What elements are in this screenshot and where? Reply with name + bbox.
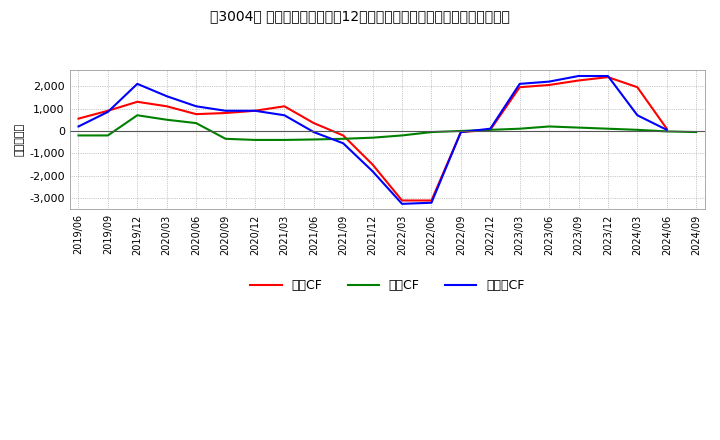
Text: ［3004］ キャッシュフローの12か月移動合計の対前年同期増減額の推移: ［3004］ キャッシュフローの12か月移動合計の対前年同期増減額の推移 bbox=[210, 9, 510, 23]
フリーCF bbox=[280, 113, 289, 118]
フリーCF bbox=[369, 169, 377, 174]
営業CF bbox=[133, 99, 142, 104]
投資CF bbox=[339, 136, 348, 141]
営業CF bbox=[369, 162, 377, 167]
投資CF bbox=[280, 137, 289, 143]
投資CF bbox=[545, 124, 554, 129]
営業CF bbox=[310, 121, 318, 126]
Line: フリーCF: フリーCF bbox=[78, 76, 667, 204]
営業CF bbox=[339, 133, 348, 138]
投資CF bbox=[163, 117, 171, 122]
フリーCF bbox=[516, 81, 524, 87]
Legend: 営業CF, 投資CF, フリーCF: 営業CF, 投資CF, フリーCF bbox=[246, 274, 529, 297]
営業CF bbox=[427, 198, 436, 203]
フリーCF bbox=[574, 73, 582, 79]
営業CF bbox=[280, 104, 289, 109]
営業CF bbox=[486, 127, 495, 132]
フリーCF bbox=[397, 201, 406, 206]
Line: 営業CF: 営業CF bbox=[78, 77, 667, 201]
投資CF bbox=[427, 129, 436, 135]
営業CF bbox=[574, 78, 582, 83]
投資CF bbox=[133, 113, 142, 118]
フリーCF bbox=[662, 127, 671, 132]
フリーCF bbox=[427, 200, 436, 205]
投資CF bbox=[251, 137, 259, 143]
フリーCF bbox=[133, 81, 142, 87]
フリーCF bbox=[456, 129, 465, 135]
営業CF bbox=[603, 74, 612, 80]
フリーCF bbox=[339, 141, 348, 146]
フリーCF bbox=[251, 108, 259, 114]
フリーCF bbox=[74, 124, 83, 129]
営業CF bbox=[456, 129, 465, 135]
フリーCF bbox=[192, 104, 200, 109]
投資CF bbox=[574, 125, 582, 130]
投資CF bbox=[74, 133, 83, 138]
営業CF bbox=[192, 111, 200, 117]
フリーCF bbox=[104, 109, 112, 114]
投資CF bbox=[662, 129, 671, 134]
フリーCF bbox=[545, 79, 554, 84]
Line: 投資CF: 投資CF bbox=[78, 115, 696, 140]
投資CF bbox=[516, 126, 524, 132]
営業CF bbox=[397, 198, 406, 203]
営業CF bbox=[74, 116, 83, 121]
営業CF bbox=[662, 126, 671, 132]
営業CF bbox=[545, 82, 554, 88]
営業CF bbox=[516, 84, 524, 90]
フリーCF bbox=[603, 73, 612, 79]
Y-axis label: （百万円）: （百万円） bbox=[15, 123, 25, 157]
フリーCF bbox=[486, 126, 495, 132]
投資CF bbox=[486, 127, 495, 132]
投資CF bbox=[456, 128, 465, 134]
フリーCF bbox=[633, 113, 642, 118]
投資CF bbox=[310, 137, 318, 142]
営業CF bbox=[633, 84, 642, 90]
営業CF bbox=[163, 104, 171, 109]
営業CF bbox=[104, 108, 112, 114]
投資CF bbox=[369, 135, 377, 140]
フリーCF bbox=[221, 108, 230, 114]
投資CF bbox=[633, 127, 642, 132]
投資CF bbox=[397, 133, 406, 138]
投資CF bbox=[104, 133, 112, 138]
フリーCF bbox=[310, 129, 318, 135]
投資CF bbox=[603, 126, 612, 132]
投資CF bbox=[692, 129, 701, 135]
営業CF bbox=[221, 110, 230, 116]
投資CF bbox=[221, 136, 230, 141]
投資CF bbox=[192, 121, 200, 126]
営業CF bbox=[251, 108, 259, 114]
フリーCF bbox=[163, 94, 171, 99]
